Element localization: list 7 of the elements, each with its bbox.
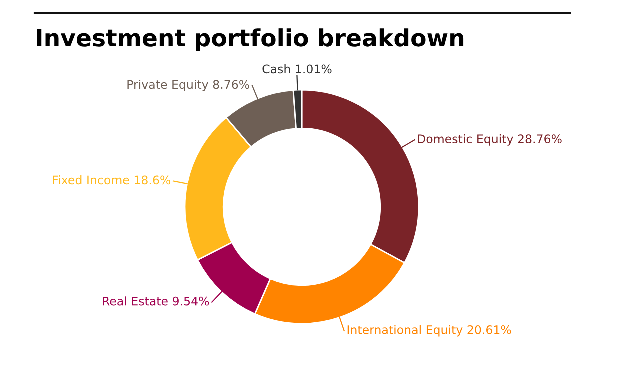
slice-label: International Equity 20.61% — [348, 325, 512, 337]
slice-label: Fixed Income 18.6% — [53, 176, 171, 185]
slice-label: Cash 1.01% — [262, 64, 332, 74]
slice-label: Domestic Equity 28.76% — [418, 134, 562, 146]
slice-label: Real Estate 9.54% — [103, 296, 210, 306]
chart-title: Investment portfolio breakdown — [37, 28, 464, 52]
slice-label: Private Equity 8.76% — [128, 80, 250, 92]
